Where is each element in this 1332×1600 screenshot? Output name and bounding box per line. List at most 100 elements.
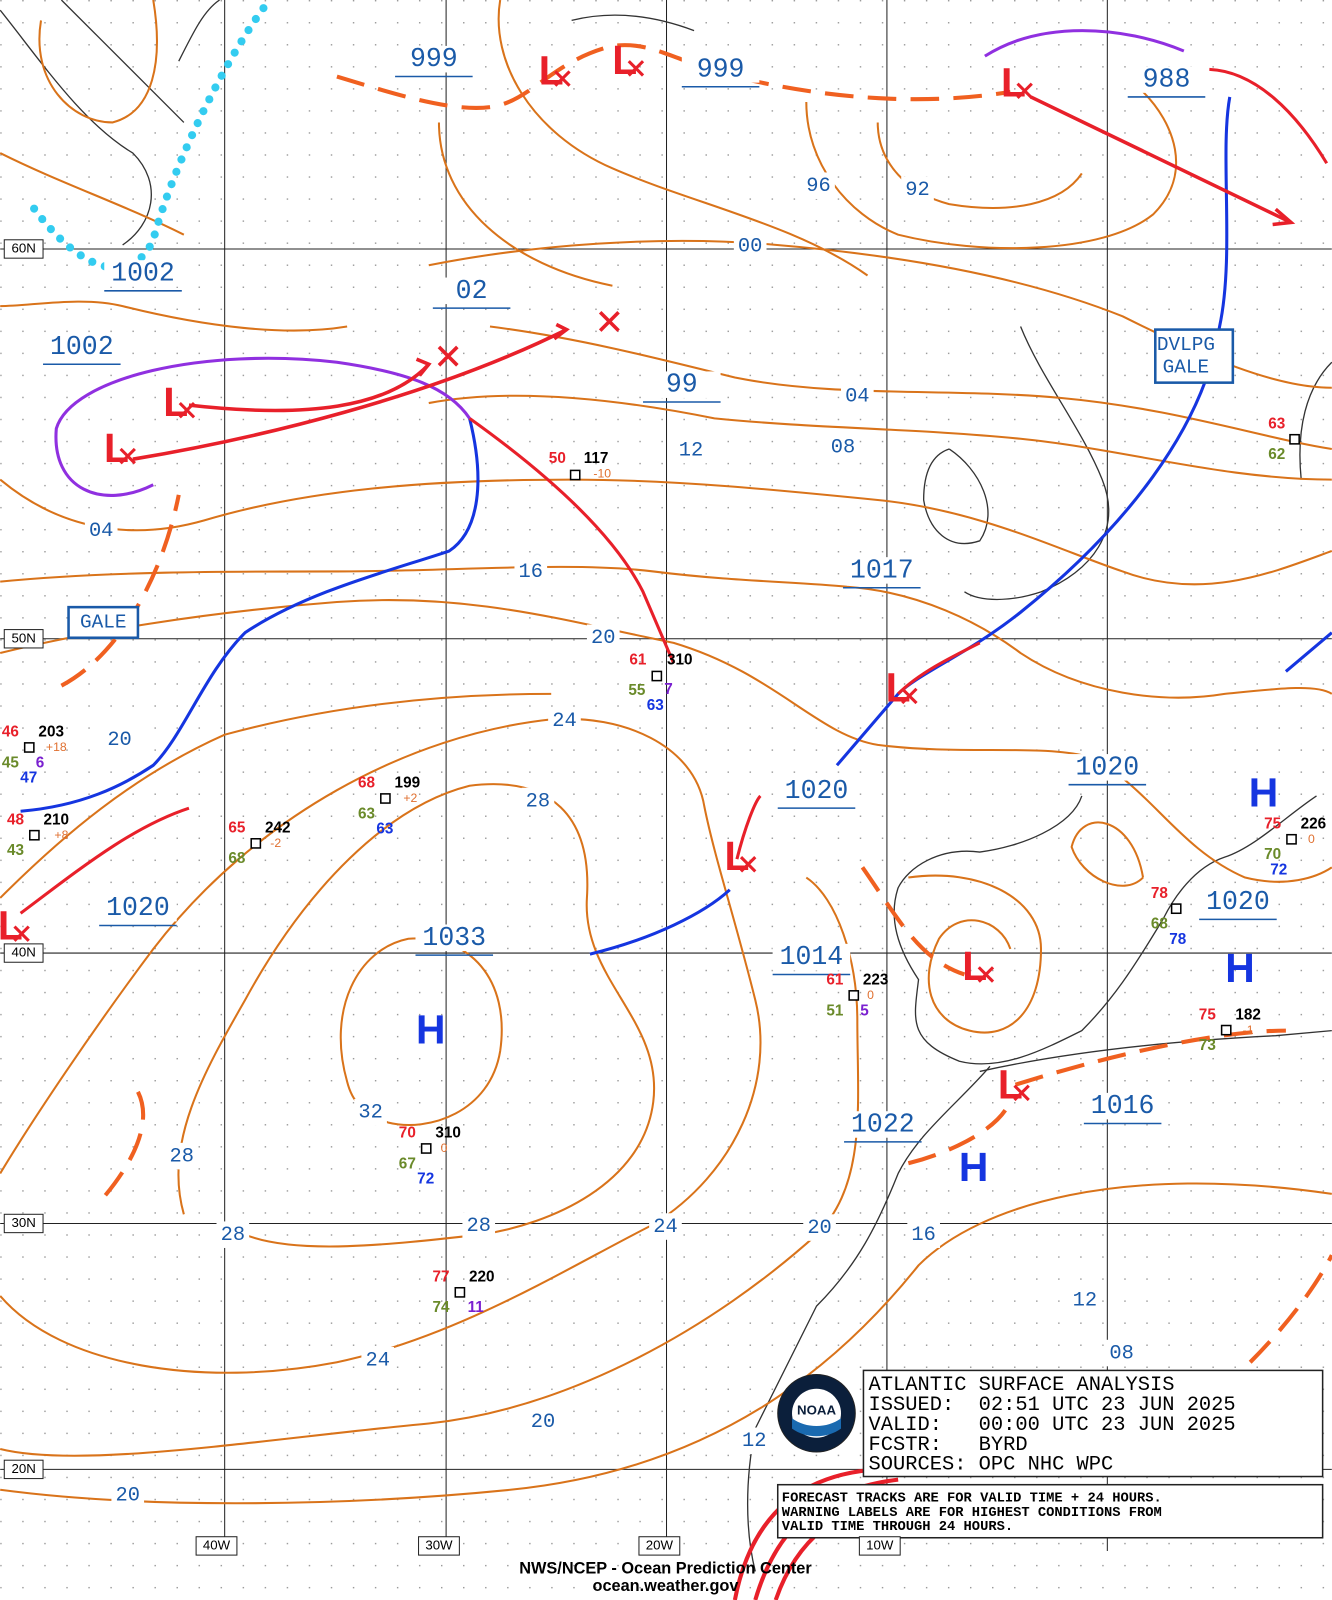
station-value: 63 [376, 821, 393, 838]
station-value: +2 [403, 791, 417, 805]
isobar-label: 24 [552, 710, 576, 733]
low-center: L [998, 1062, 1023, 1108]
station-value: 72 [417, 1171, 434, 1188]
lon-label: 20W [646, 1537, 674, 1552]
info-line: VALID: 00:00 UTC 23 JUN 2025 [869, 1414, 1236, 1437]
station-value: 61 [826, 972, 844, 989]
station-value: 0 [867, 988, 874, 1002]
isobar-label-bg [1083, 1092, 1162, 1120]
note-line: WARNING LABELS ARE FOR HIGHEST CONDITION… [782, 1506, 1162, 1521]
track-arrow [415, 207, 1296, 377]
isobar-label: 28 [526, 790, 550, 813]
isobar-label-bg [841, 382, 874, 410]
isobar-label: 1002 [50, 332, 114, 362]
isobar-label: 24 [365, 1350, 389, 1373]
station-value: 45 [2, 754, 20, 771]
isobar-label-bg [216, 1221, 250, 1248]
lat-label-box [3, 943, 44, 963]
isobar-label-bg [803, 1214, 836, 1241]
isobar-label-bg [395, 45, 473, 73]
lat-label-box [3, 1459, 44, 1480]
isobar-label-bg [165, 1142, 199, 1170]
warning-label: DVLPG [1157, 334, 1215, 356]
station-value: 63 [358, 805, 375, 822]
lon-label-box [858, 1536, 901, 1556]
station-marker [651, 670, 663, 682]
isobar-label: 32 [358, 1102, 382, 1125]
isobar-label: 28 [170, 1146, 194, 1169]
isobar-label: 1020 [1075, 752, 1139, 782]
low-center: L [886, 665, 911, 711]
ice-edge [26, 4, 268, 272]
station-value: 68 [228, 850, 246, 867]
isobar-label: 20 [807, 1217, 831, 1240]
isobar-label: 988 [1143, 65, 1191, 95]
isobar-label-bg [1068, 754, 1147, 781]
station-value: 47 [20, 770, 37, 787]
station-value: 78 [1151, 885, 1169, 902]
low-center: L [163, 379, 188, 425]
isobar-label: 24 [653, 1216, 677, 1239]
isobar-label-bg [681, 56, 760, 83]
isobar-label-bg [415, 924, 494, 952]
low-center: L [962, 943, 987, 989]
isobar-label: 12 [1073, 1289, 1097, 1312]
isobar-label: 08 [1109, 1342, 1133, 1365]
station-value: -2 [270, 836, 281, 850]
low-x [627, 60, 645, 77]
station-value: 210 [44, 811, 70, 828]
info-box [776, 1369, 1324, 1539]
forecast-position [437, 310, 620, 367]
station-marker [569, 469, 581, 481]
station-value: 62 [1268, 446, 1285, 463]
lon-label-box [195, 1536, 238, 1556]
lon-label: 40W [203, 1537, 231, 1552]
storm-track [132, 95, 1292, 461]
station-value: 0 [441, 1141, 448, 1155]
isobar-label-bg [361, 1346, 395, 1374]
station-marker [848, 990, 860, 1001]
isobar-label: 99 [666, 370, 698, 400]
isobar-label: 12 [742, 1430, 766, 1453]
isobar-label: 20 [107, 729, 131, 752]
lat-label: 20N [11, 1461, 35, 1476]
low-x [119, 447, 136, 465]
info-line: FCSTR: BYRD [869, 1434, 1028, 1457]
high-center: H [1225, 945, 1254, 991]
isobar-label-bg [737, 1427, 771, 1455]
lon-label-box [418, 1536, 460, 1556]
footer-title: NWS/NCEP - Ocean Prediction Center [519, 1560, 812, 1578]
station-value: 6 [36, 754, 45, 771]
low-center: L [724, 833, 749, 879]
station-value: 182 [1235, 1006, 1261, 1023]
warning-label: GALE [1163, 356, 1210, 378]
station-value: 220 [469, 1269, 495, 1286]
station-value: 63 [1268, 416, 1285, 433]
low-x [13, 925, 30, 942]
isobar-label: 1016 [1091, 1091, 1155, 1121]
isobar-label-bg [1127, 66, 1206, 93]
low-x [554, 70, 571, 87]
isobar-label-bg [99, 894, 177, 922]
isobar-label: 28 [467, 1215, 491, 1238]
low-center: L [0, 902, 23, 948]
isobar-label: 12 [679, 439, 703, 462]
lat-label-box [3, 629, 44, 649]
lat-label-box [3, 1213, 44, 1234]
isobar-label-bg [104, 260, 182, 287]
isobar-label-bg [802, 172, 835, 199]
station-marker [1286, 833, 1297, 845]
station-value: 75 [1199, 1006, 1217, 1023]
station-value: 223 [863, 972, 889, 989]
warm-front [19, 67, 1329, 915]
low-center: L [1001, 59, 1026, 105]
low-center: L [612, 37, 637, 83]
isobar-label-bg [1199, 888, 1277, 916]
lat-label: 30N [11, 1215, 35, 1230]
station-marker [250, 838, 262, 849]
isobar-label: 20 [531, 1411, 555, 1434]
isobar-label: 16 [911, 1224, 935, 1247]
warning-box [67, 605, 140, 640]
station-value: -10 [593, 467, 611, 481]
